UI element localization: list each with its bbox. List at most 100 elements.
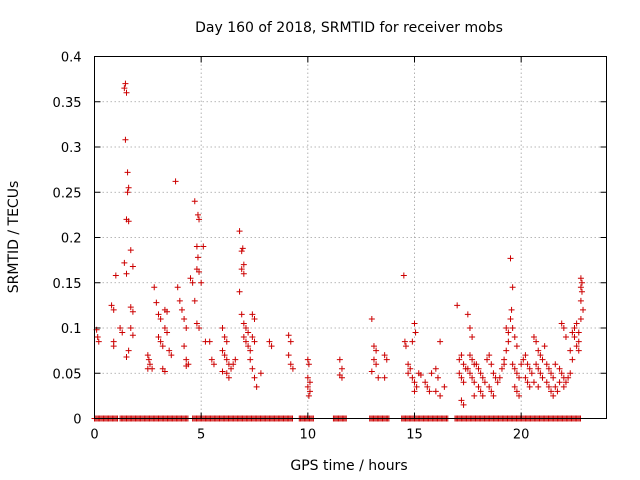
data-point [578,279,585,286]
data-point [123,270,130,277]
data-point [251,374,258,381]
data-point [381,374,388,381]
data-point [509,325,516,331]
data-point [545,383,552,390]
data-point [238,248,245,255]
data-point [285,352,292,359]
data-point [181,315,188,322]
data-point [488,388,495,395]
data-point [94,334,101,341]
data-point [238,311,245,318]
data-point [221,352,228,359]
data-point [460,379,467,386]
data-point [245,329,252,336]
data-point [409,338,416,345]
data-point [458,397,465,404]
data-point [287,361,294,368]
x-tick-label: 5 [197,428,205,443]
y-tick-label: 0 [73,413,81,428]
data-point [193,320,200,327]
data-point [183,363,190,370]
data-point [409,374,416,381]
data-point [225,374,232,381]
data-point [475,383,482,390]
data-point [219,347,226,354]
data-point [121,259,128,266]
data-point [577,297,584,304]
data-point [508,306,515,313]
y-tick-label: 0.35 [53,96,82,111]
data-point [466,325,473,331]
axis-ticks [94,56,607,419]
data-point [151,284,158,291]
data-point [400,272,407,279]
data-point [242,325,249,331]
data-point [368,368,375,375]
data-point [454,302,461,309]
data-point [413,383,420,390]
data-point [251,338,258,345]
data-point [560,383,567,390]
data-point [247,356,254,363]
data-point [221,334,228,341]
data-point [368,315,375,322]
data-point [304,383,311,390]
data-point [558,320,565,327]
data-point [426,388,433,395]
data-point [556,365,563,372]
data-point [548,370,555,377]
data-point [123,353,130,360]
data-point [575,347,582,354]
data-point [240,270,247,277]
data-point [565,374,572,381]
data-point [191,297,198,304]
data-point [228,365,235,372]
data-point [513,370,520,377]
data-point [157,338,164,345]
y-tick-label: 0.4 [61,51,82,66]
data-point [543,379,550,386]
data-point [155,311,162,318]
data-point [223,370,230,377]
data-point [533,338,540,345]
data-point [110,343,117,350]
data-point [456,370,463,377]
data-point [552,361,559,368]
data-point [122,80,129,87]
data-point [149,365,156,372]
y-axis-label: SRMTID / TECUs [6,181,22,294]
data-point [232,356,239,363]
data-point [153,299,160,306]
data-point [571,325,578,331]
data-point [543,361,550,368]
data-point [509,361,516,368]
data-point [144,352,151,359]
data-point [460,361,467,368]
data-point [129,263,136,270]
data-point [194,254,201,261]
data-point [573,320,580,327]
data-point [189,279,196,286]
data-point [464,311,471,318]
data-point [567,370,574,377]
data-point [219,368,226,375]
data-point [541,343,548,350]
data-point [554,388,561,395]
data-point [245,343,252,350]
data-point [437,338,444,345]
data-point [422,379,429,386]
y-tick-label: 0.3 [61,141,82,156]
data-point [539,374,546,381]
data-point [373,347,380,354]
data-point [567,347,574,354]
data-point [196,268,203,275]
data-point [174,284,181,291]
data-point [338,374,345,381]
data-point [289,365,296,372]
data-point [550,374,557,381]
data-point [503,347,510,354]
data-point [505,338,512,345]
data-point [401,338,408,345]
data-point [129,308,136,315]
data-point [578,288,585,295]
